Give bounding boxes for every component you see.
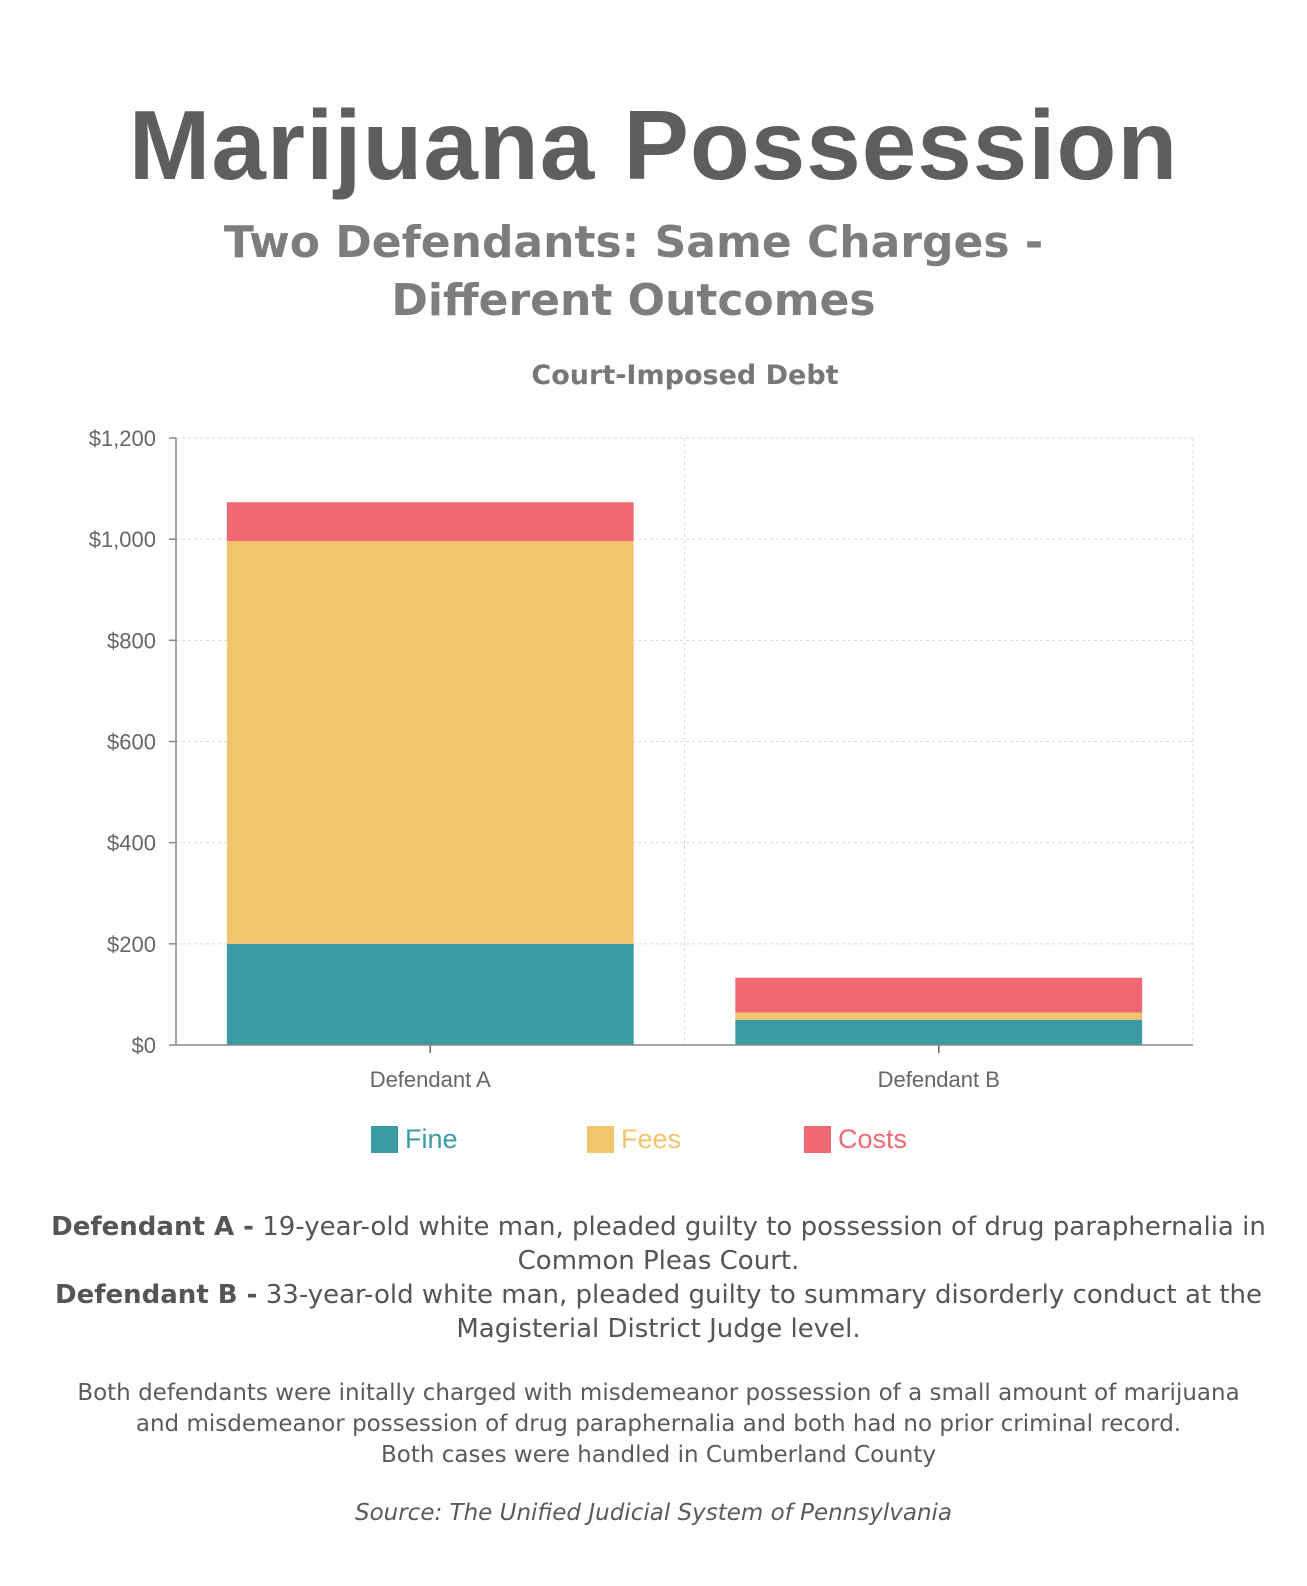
bar-fine-defendant-a [226, 943, 634, 1045]
legend-swatch-fees [587, 1126, 614, 1153]
case-note: Both defendants were initally charged wi… [40, 1378, 1277, 1471]
defendant-a-description: Defendant A - 19-year-old white man, ple… [40, 1210, 1277, 1278]
y-tick-label: $1,200 [89, 426, 156, 451]
source-credit: Source: The Unified Judicial System of P… [354, 1500, 953, 1526]
defendant-a-text: 19-year-old white man, pleaded guilty to… [262, 1212, 1266, 1276]
legend-item-costs[interactable]: Costs [804, 1124, 907, 1155]
y-tick-label: $200 [107, 932, 156, 957]
y-tick-label: $600 [107, 730, 156, 755]
y-tick-label: $1,000 [89, 527, 156, 552]
page-title: Marijuana Possession [128, 90, 1179, 200]
defendant-descriptions: Defendant A - 19-year-old white man, ple… [40, 1210, 1277, 1346]
y-tick-label: $400 [107, 831, 156, 856]
case-note-line-2: and misdemeanor possession of drug parap… [135, 1411, 1182, 1437]
bar-fine-defendant-b [735, 1019, 1143, 1045]
y-tick-label: $0 [132, 1033, 156, 1058]
legend-label-fees: Fees [621, 1124, 682, 1154]
bar-costs-defendant-b [735, 977, 1143, 1013]
chart-legend: Fine Fees Costs [0, 1124, 1307, 1164]
legend-swatch-costs [804, 1126, 831, 1153]
defendant-b-label: Defendant B - [54, 1280, 258, 1310]
defendant-a-label: Defendant A - [51, 1212, 254, 1242]
bar-fees-defendant-b [735, 1012, 1143, 1020]
case-note-line-3: Both cases were handled in Cumberland Co… [380, 1442, 936, 1468]
legend-item-fees[interactable]: Fees [587, 1124, 681, 1155]
bar-costs-defendant-a [226, 502, 634, 542]
x-tick-label: Defendant B [878, 1067, 1000, 1092]
chart-title: Court-Imposed Debt [531, 360, 839, 391]
defendant-b-description: Defendant B - 33-year-old white man, ple… [40, 1278, 1277, 1346]
bar-fees-defendant-a [226, 541, 634, 944]
legend-label-fine: Fine [405, 1124, 458, 1154]
legend-swatch-fine [371, 1126, 398, 1153]
defendant-b-text: 33-year-old white man, pleaded guilty to… [265, 1280, 1263, 1344]
legend-label-costs: Costs [838, 1124, 908, 1154]
stacked-bar-chart: $0 $200 $400 $600 $800 $1,000 $1,200 Defendant … [89, 426, 1194, 1092]
page-subtitle: Two Defendants: Same Charges - Different… [223, 217, 1044, 326]
y-tick-label: $800 [107, 628, 156, 653]
case-note-line-1: Both defendants were initally charged wi… [77, 1380, 1240, 1406]
x-tick-label: Defendant A [370, 1067, 491, 1092]
legend-item-fine[interactable]: Fine [371, 1124, 458, 1155]
